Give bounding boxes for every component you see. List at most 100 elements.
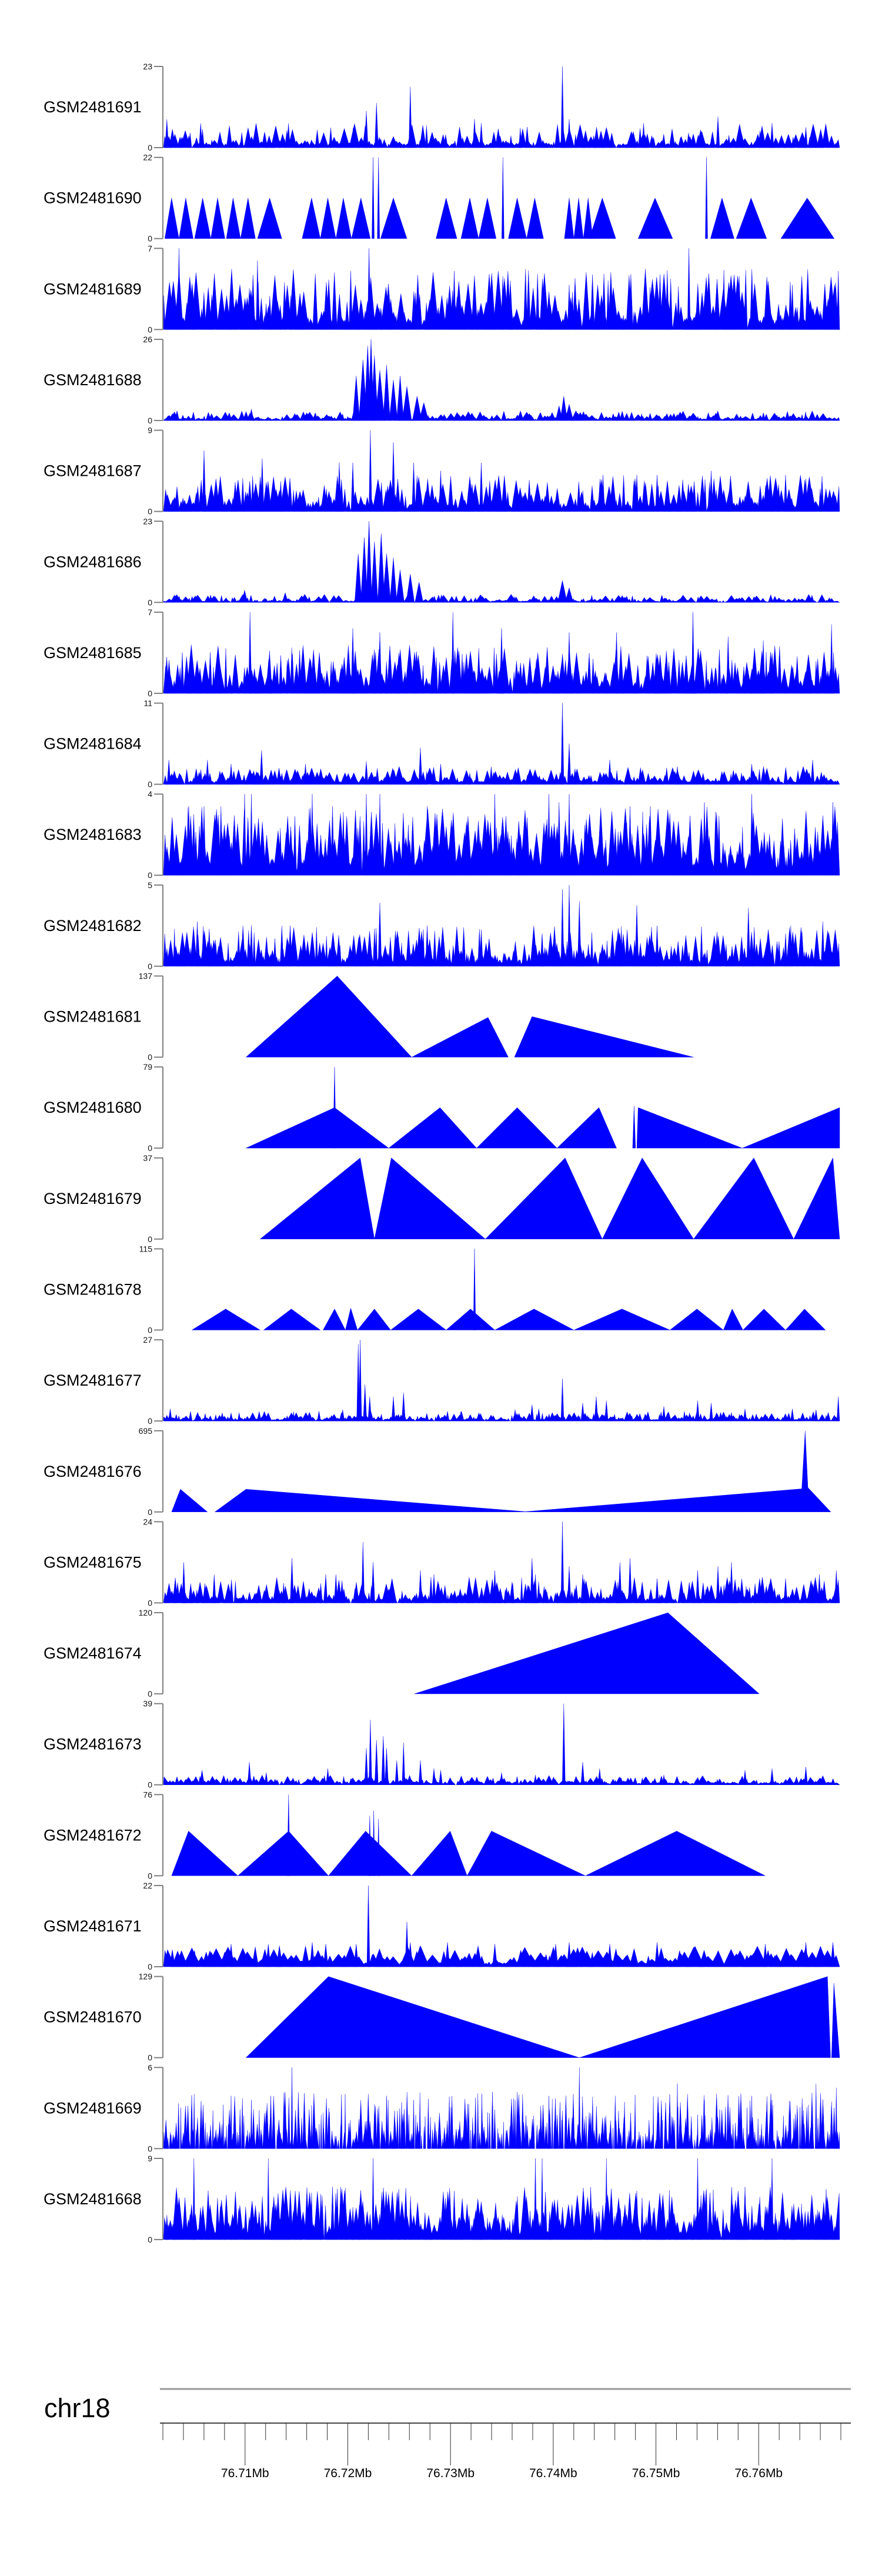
- track-row: 79 0 GSM2481680: [44, 1062, 840, 1153]
- track-row: 23 0 GSM2481691: [44, 62, 840, 152]
- chromosome-ruler: 76.71Mb 76.72Mb 76.73Mb 76.74Mb 76.75Mb 76.76…: [160, 2388, 851, 2480]
- track-label: GSM2481670: [44, 2008, 142, 2026]
- track-signal-area: [163, 1521, 840, 1603]
- y-axis-max-value: 129: [139, 1972, 153, 1981]
- track-label: GSM2481673: [44, 1736, 142, 1753]
- ruler-tick-label: 76.75Mb: [632, 2467, 680, 2480]
- y-axis-max-value: 23: [143, 516, 152, 526]
- track-row: 9 0 GSM2481668: [44, 2154, 840, 2244]
- track-label: GSM2481684: [44, 735, 142, 753]
- track-label: GSM2481682: [44, 917, 142, 935]
- y-axis-max-value: 22: [143, 153, 152, 162]
- y-axis-max-value: 120: [139, 1608, 153, 1617]
- y-axis-max-value: 9: [148, 2154, 152, 2163]
- track-label: GSM2481676: [44, 1463, 142, 1480]
- track-label: GSM2481687: [44, 462, 142, 480]
- track-label: GSM2481671: [44, 1917, 142, 1935]
- y-axis-zero-value: 0: [148, 962, 152, 971]
- track-row: 39 0 GSM2481673: [44, 1699, 840, 1790]
- y-axis-max-value: 37: [143, 1153, 152, 1163]
- track-row: 11 0 GSM2481684: [44, 699, 840, 789]
- track-row: 115 0 GSM2481678: [44, 1244, 826, 1334]
- y-axis-zero-value: 0: [148, 234, 152, 243]
- track-signal-area: [191, 1249, 826, 1330]
- track-signal-area: [171, 1794, 766, 1876]
- y-axis-zero-value: 0: [148, 2144, 152, 2153]
- y-axis-max-value: 5: [148, 880, 152, 890]
- track-label: GSM2481680: [44, 1099, 142, 1116]
- track-signal-area: [163, 2158, 840, 2240]
- track-label: GSM2481668: [44, 2190, 142, 2208]
- y-axis-max-value: 137: [139, 972, 153, 981]
- track-label: GSM2481679: [44, 1190, 142, 1207]
- track-signal-area: [414, 1612, 760, 1694]
- y-axis-zero-value: 0: [148, 780, 152, 789]
- track-signal-area: [163, 339, 840, 421]
- track-row: 695 0 GSM2481676: [44, 1426, 831, 1517]
- track-label: GSM2481683: [44, 826, 142, 843]
- track-row: 27 0 GSM2481677: [44, 1335, 840, 1426]
- track-signal-area: [259, 1157, 840, 1239]
- y-axis-zero-value: 0: [148, 416, 152, 425]
- y-axis-max-value: 695: [139, 1426, 153, 1436]
- track-signal-area: [163, 1885, 840, 1967]
- track-row: 23 0 GSM2481686: [44, 516, 840, 607]
- track-label: GSM2481691: [44, 98, 142, 116]
- track-signal-area: [163, 612, 840, 694]
- y-axis-zero-value: 0: [148, 1143, 152, 1153]
- track-signal-area: [163, 794, 840, 876]
- track-row: 129 0 GSM2481670: [44, 1972, 840, 2063]
- track-row: 22 0 GSM2481671: [44, 1881, 840, 1971]
- track-label: GSM2481677: [44, 1372, 142, 1389]
- track-label: GSM2481669: [44, 2099, 142, 2117]
- y-axis-max-value: 23: [143, 62, 152, 71]
- track-signal-area: [165, 157, 835, 239]
- track-label: GSM2481681: [44, 1008, 142, 1026]
- y-axis-max-value: 4: [148, 789, 152, 799]
- track-signal-area: [163, 430, 840, 512]
- tracks-group: 230GSM2481691220GSM248169070GSM248168926…: [44, 62, 840, 2244]
- y-axis-zero-value: 0: [148, 1234, 152, 1244]
- track-signal-area: [163, 521, 840, 603]
- y-axis-zero-value: 0: [148, 1053, 152, 1062]
- track-row: 5 0 GSM2481682: [44, 880, 840, 971]
- chromosome-label: chr18: [44, 2393, 111, 2423]
- track-label: GSM2481675: [44, 1553, 142, 1571]
- y-axis-zero-value: 0: [148, 1416, 152, 1426]
- y-axis-zero-value: 0: [148, 507, 152, 516]
- ruler-tick-label: 76.73Mb: [426, 2467, 475, 2480]
- y-axis-zero-value: 0: [148, 689, 152, 698]
- track-row: 7 0 GSM2481685: [44, 608, 840, 698]
- y-axis-zero-value: 0: [148, 2235, 152, 2244]
- track-label: GSM2481689: [44, 280, 142, 298]
- track-row: 24 0 GSM2481675: [44, 1517, 840, 1607]
- y-axis-max-value: 22: [143, 1881, 152, 1890]
- y-axis-zero-value: 0: [148, 143, 152, 152]
- y-axis-zero-value: 0: [148, 325, 152, 334]
- y-axis-max-value: 115: [139, 1244, 153, 1253]
- track-signal-area: [163, 1340, 840, 1422]
- track-row: 120 0 GSM2481674: [44, 1608, 760, 1699]
- track-row: 76 0 GSM2481672: [44, 1790, 766, 1880]
- y-axis-zero-value: 0: [148, 2053, 152, 2063]
- track-row: 6 0 GSM2481669: [44, 2063, 840, 2153]
- ruler-tick-label: 76.72Mb: [324, 2467, 372, 2480]
- ruler-tick-label: 76.76Mb: [734, 2467, 783, 2480]
- track-label: GSM2481685: [44, 644, 142, 662]
- track-row: 7 0 GSM2481689: [44, 243, 840, 334]
- y-axis-max-value: 6: [148, 2063, 152, 2072]
- y-axis-zero-value: 0: [148, 1689, 152, 1699]
- track-row: 26 0 GSM2481688: [44, 335, 840, 425]
- track-label: GSM2481678: [44, 1280, 142, 1298]
- y-axis-zero-value: 0: [148, 1507, 152, 1517]
- y-axis-max-value: 26: [143, 335, 152, 344]
- y-axis-max-value: 27: [143, 1335, 152, 1344]
- track-label: GSM2481674: [44, 1644, 142, 1662]
- ruler-tick-label: 76.71Mb: [221, 2467, 269, 2480]
- y-axis-max-value: 11: [143, 699, 152, 708]
- y-axis-zero-value: 0: [148, 1325, 152, 1334]
- y-axis-max-value: 39: [143, 1699, 152, 1709]
- track-label: GSM2481686: [44, 553, 142, 570]
